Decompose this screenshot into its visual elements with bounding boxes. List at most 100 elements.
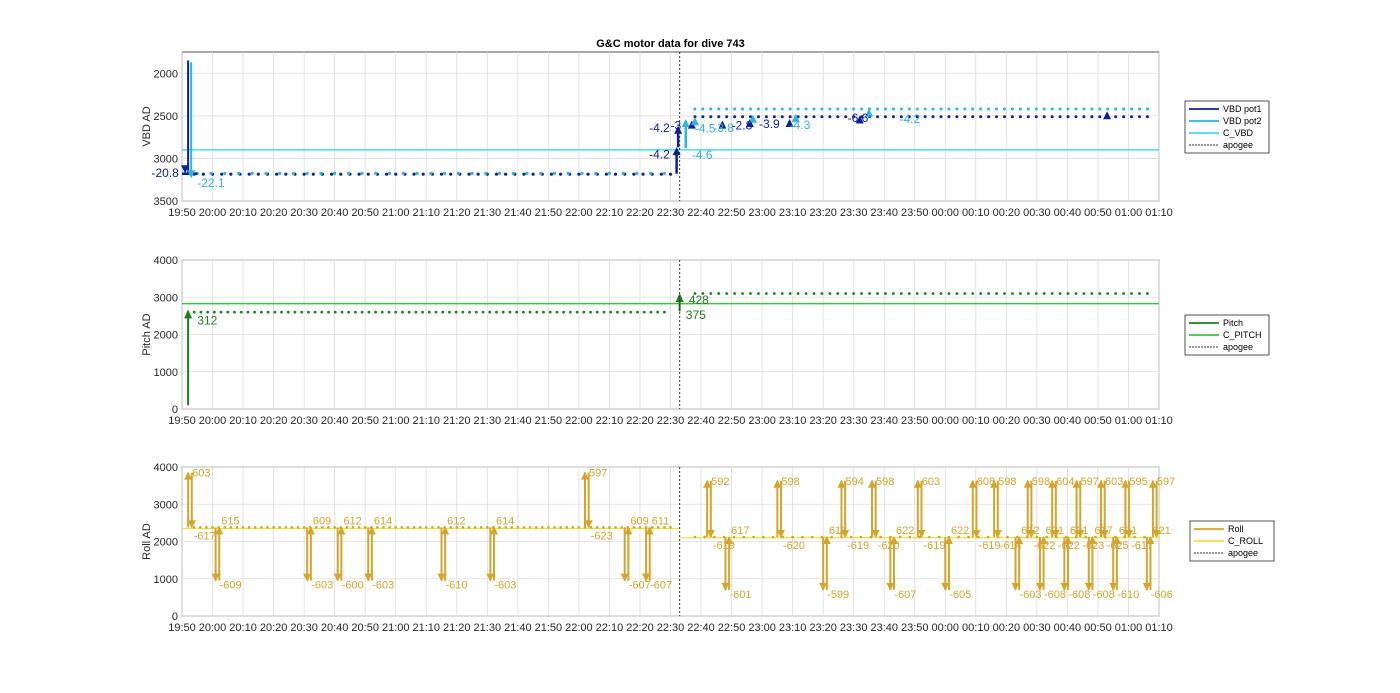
vbd-pot1-point [384,172,389,176]
vbd-pot1-point [577,172,581,176]
vbd-pot1-point [733,115,737,119]
roll-point [473,526,477,529]
roll-peak-marker [437,573,446,582]
pitch-point [192,310,196,314]
x-tick-label: 01:00 [1115,415,1143,427]
roll-peak-marker [303,573,312,582]
vbd-pot1-point [1018,115,1022,119]
roll-point [315,526,318,529]
roll-peak-marker [990,479,999,488]
vbd-pot2-point [828,107,832,111]
roll-peak-label: -599 [827,589,849,601]
roll-peak-label: 603 [192,468,210,480]
x-tick-label: 00:50 [1084,415,1112,427]
roll-return-label: 612 [343,515,361,527]
annotation-label: -22.1 [197,176,225,190]
roll-point [278,526,282,529]
roll-point [656,526,660,529]
vbd-pot1-point [1042,115,1046,119]
annotation-label: -3 [671,119,682,133]
roll-point [479,526,483,529]
roll-point [211,526,214,529]
vbd-pot1-point [302,172,306,176]
pitch-point [939,292,943,295]
pitch-point [286,310,290,314]
pitch-point [1011,292,1014,295]
vbd-pot1-point [963,115,967,119]
vbd-pot2-point [580,171,584,175]
x-tick-label: 22:10 [596,207,624,219]
pitch-point [923,292,927,295]
pitch-point [501,310,505,314]
roll-peak-marker [486,573,495,582]
x-tick-label: 19:50 [168,415,196,427]
x-tick-label: 19:50 [168,207,196,219]
x-tick-label: 21:40 [504,415,532,427]
y-tick-label: 4000 [154,462,178,474]
vbd-pot2-point [852,107,856,111]
pitch-point [555,310,559,314]
vbd-pot2-point [772,107,776,111]
roll-return-marker [777,530,786,539]
x-tick-label: 22:50 [718,207,746,219]
roll-return-marker [822,536,831,545]
vbd-pot1-point [1137,115,1141,119]
x-tick-label: 23:30 [840,207,868,219]
x-tick-label: 00:30 [1023,207,1051,219]
vbd-pot2-point [649,171,653,175]
roll-return-marker [306,526,315,535]
roll-return-marker [1125,530,1134,539]
pitch-point [749,292,752,295]
roll-point [1045,535,1048,539]
pitch-point [764,292,768,295]
vbd-pot1-point [852,115,856,119]
roll-point [424,526,428,529]
x-tick-label: 00:30 [1023,415,1051,427]
pitch-point [528,310,532,314]
vbd-pot1-point [979,115,983,119]
legend-label: VBD pot1 [1223,104,1262,114]
y-tick-label: 2000 [154,330,178,342]
pitch-point [844,292,848,295]
roll-return-label: 622 [896,525,914,537]
vbd-pot1-point [1026,115,1030,119]
roll-point [388,526,391,529]
roll-point [918,535,921,539]
vbd-pot1-point [311,172,315,176]
x-tick-label: 21:30 [474,207,502,219]
roll-return-label: -620 [783,540,805,552]
vbd-pot2-point [429,171,433,175]
roll-point [830,535,834,539]
vbd-pot2-point [209,171,213,175]
x-tick-label: 01:00 [1115,622,1143,634]
pitch-point [615,310,619,314]
x-tick-label: 20:20 [260,415,288,427]
x-tick-label: 21:50 [535,207,563,219]
roll-return-marker [187,520,196,529]
pitch-point [582,310,586,314]
vbd-pot1-point [1130,115,1134,119]
roll-point [241,526,245,529]
roll-peak-label: 598 [998,476,1016,488]
pitch-point [1026,292,1030,295]
roll-point [199,526,202,529]
roll-point [486,526,489,529]
legend-label: C_ROLL [1228,536,1263,546]
x-tick-label: 21:10 [412,415,440,427]
vbd-pot2-point [812,107,816,111]
annotation-label: -3.9 [759,117,780,131]
vbd-pot2-point [594,171,598,175]
roll-peak-marker [1148,479,1157,488]
x-tick-label: 00:00 [932,207,960,219]
vbd-pump-marker [745,118,754,127]
roll-point [595,526,599,529]
vbd-pot2-point [764,107,768,111]
roll-peak-marker [941,582,950,591]
roll-return-label: 617 [731,525,749,537]
x-tick-label: 22:00 [565,207,593,219]
x-tick-label: 22:40 [687,207,715,219]
roll-peak-marker [1109,582,1118,591]
vbd-pot2-point [1058,107,1062,111]
